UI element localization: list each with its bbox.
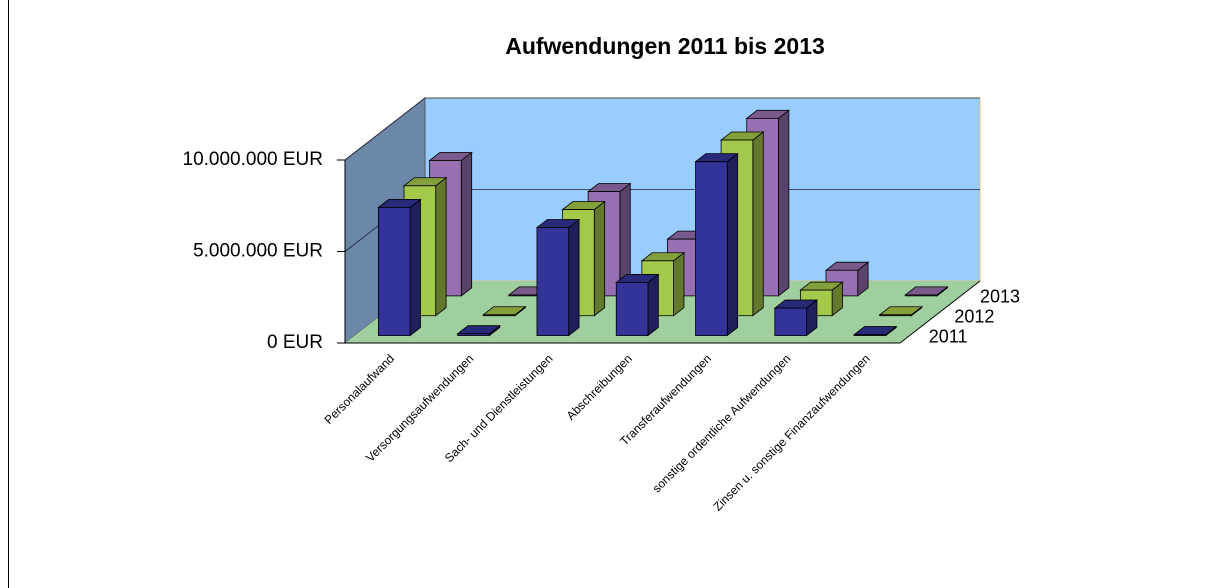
bar [508, 294, 541, 297]
bar [774, 307, 807, 336]
bar-side [593, 200, 606, 317]
series-label: 2012 [954, 306, 994, 326]
y-tick-label: 10.000.000 EUR [183, 149, 324, 170]
y-tick-label: 0 EUR [267, 332, 323, 353]
bar-side [647, 273, 659, 337]
series-label: 2011 [929, 326, 968, 346]
bar-side [435, 176, 447, 317]
bar-side [778, 109, 790, 297]
bar [904, 294, 938, 297]
chart-title: Aufwendungen 2011 bis 2013 [505, 33, 825, 59]
bar [615, 282, 649, 336]
x-tick-label: Personalaufwand [322, 351, 397, 426]
bar-side [460, 151, 473, 297]
y-tick-label: 5.000.000 EUR [193, 241, 323, 262]
bar [377, 207, 411, 336]
bar [879, 314, 912, 317]
grid-line [344, 97, 980, 161]
bar [457, 333, 490, 336]
bar [482, 314, 516, 317]
depth-axis [899, 280, 981, 344]
x-tick-label: Abschreibungen [564, 351, 635, 422]
x-tick-label: sonstige ordentliche Aufwendungen [650, 351, 794, 495]
bar-side [673, 251, 685, 317]
bar [853, 334, 887, 336]
series-label: 2013 [980, 287, 1020, 307]
bar [695, 161, 728, 336]
bar-side [752, 131, 764, 317]
x-tick-label: Transferaufwendungen [617, 351, 714, 448]
bar-side [409, 198, 421, 337]
x-tick-label: Zinsen u. sonstige Finanzaufwendungen [710, 351, 872, 513]
bar-side [726, 152, 739, 337]
bar-side [568, 218, 580, 337]
bar [536, 227, 570, 336]
